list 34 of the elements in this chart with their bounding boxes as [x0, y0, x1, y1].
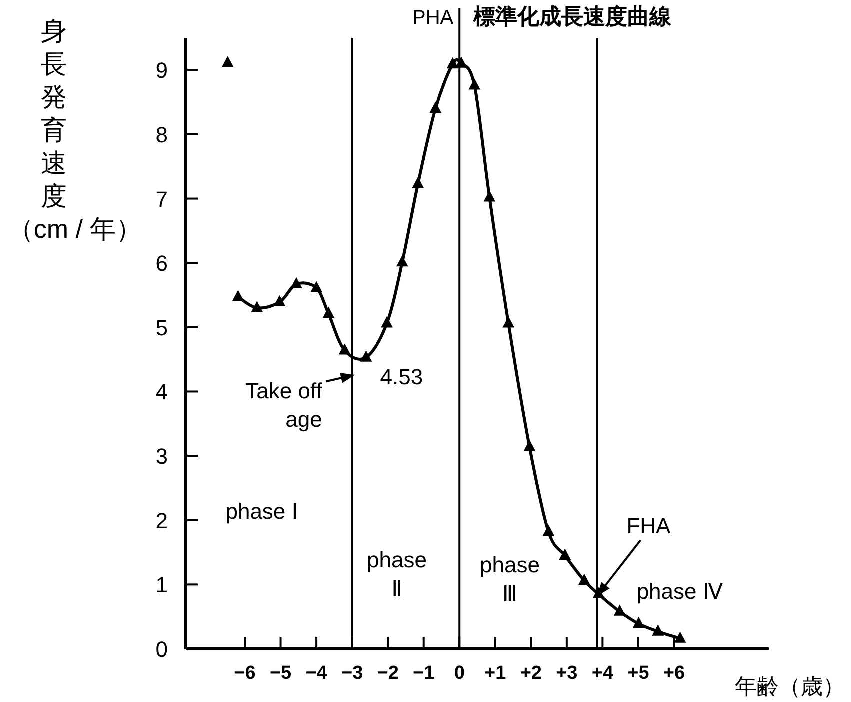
- annotation: phase Ⅲ: [480, 552, 540, 606]
- annotation: Take off age: [246, 378, 324, 432]
- annotation: phase Ⅱ: [367, 548, 427, 602]
- x-tick-label: +2: [520, 663, 542, 684]
- x-tick-label: −4: [306, 663, 328, 684]
- x-tick-label: −5: [270, 663, 292, 684]
- annotation: 4.53: [380, 364, 424, 390]
- annotation: phase Ⅳ: [636, 579, 724, 604]
- y-tick-label: 2: [156, 508, 168, 534]
- annotation: phase Ⅰ: [226, 499, 298, 524]
- y-tick-label: 3: [156, 444, 168, 470]
- x-tick-label: +4: [592, 663, 614, 684]
- ref-line-label: PHA: [412, 7, 454, 29]
- x-tick-label: −3: [341, 663, 364, 684]
- y-tick-label: 7: [156, 186, 168, 212]
- x-tick-label: −6: [234, 663, 256, 684]
- y-tick-label: 5: [156, 315, 168, 340]
- x-tick-label: +6: [663, 663, 686, 684]
- y-tick-label: 9: [156, 58, 168, 84]
- y-tick-label: 4: [156, 380, 168, 405]
- x-tick-label: +1: [484, 663, 507, 684]
- x-tick-label: −2: [377, 663, 399, 684]
- x-tick-label: −1: [413, 663, 436, 684]
- chart-title: 標準化成長速度曲線: [472, 4, 673, 29]
- x-axis-title: 年齢（歳）: [735, 674, 845, 699]
- x-tick-label: 0: [454, 663, 465, 684]
- x-tick-label: +3: [556, 663, 578, 684]
- x-tick-label: +5: [628, 663, 650, 684]
- y-tick-label: 0: [156, 637, 168, 662]
- y-tick-label: 6: [156, 251, 168, 276]
- y-axis-title: 身長発育速度（cm / 年）: [8, 16, 142, 244]
- y-tick-label: 8: [156, 122, 168, 148]
- annotation: FHA: [626, 513, 672, 538]
- y-tick-label: 1: [156, 572, 168, 598]
